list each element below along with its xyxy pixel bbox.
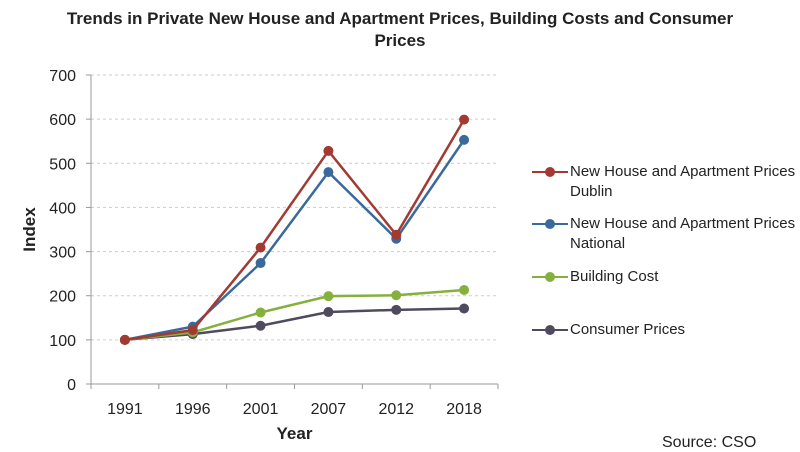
data-point [255,242,266,253]
series-line [124,307,465,342]
x-tick-label: 2018 [446,401,482,418]
legend-swatch [530,162,570,182]
y-tick-label: 100 [49,333,76,350]
data-point [459,303,470,314]
x-tick-label: 2012 [378,401,414,418]
data-point [255,320,266,331]
y-axis-label: Index [20,207,39,252]
legend-swatch [530,320,570,340]
legend-label: Consumer Prices [570,321,686,338]
x-tick-label: 1996 [175,401,211,418]
series-line [124,118,466,342]
x-axis-label: Year [277,424,313,443]
data-point [255,258,266,269]
y-tick-label: 0 [67,377,76,394]
data-point [255,307,266,318]
legend-swatch [530,214,570,234]
data-point [459,284,470,295]
y-tick-label: 400 [49,200,76,217]
y-tick-label: 600 [49,112,76,129]
data-point [323,167,334,178]
x-tick-label: 1991 [107,401,143,418]
data-point [391,304,402,315]
data-point [323,145,334,156]
legend-item: New House and Apartment Prices Dublin [530,162,800,202]
y-tick-label: 300 [49,245,76,262]
data-point [459,114,470,125]
data-point [119,334,130,345]
legend-item: Consumer Prices [530,320,685,340]
data-point [459,134,470,145]
data-point [391,290,402,301]
legend-label: New House and Apartment Prices Dublin [570,163,796,200]
series-line [124,139,466,342]
series-line [124,288,465,342]
x-tick-label: 2007 [311,401,347,418]
y-tick-label: 700 [49,68,76,85]
legend-label: Building Cost [570,268,659,285]
legend-item: New House and Apartment Prices National [530,214,800,254]
legend-item: Building Cost [530,267,658,287]
data-point [323,307,334,318]
legend-swatch [530,267,570,287]
y-tick-label: 500 [49,156,76,173]
data-point [391,229,402,240]
y-tick-label: 200 [49,289,76,306]
legend-label: New House and Apartment Prices National [570,215,796,252]
chart-title: Trends in Private New House and Apartmen… [66,9,734,50]
source-note: Source: CSO [662,434,757,451]
data-point [323,291,334,302]
x-tick-label: 2001 [243,401,279,418]
data-point [187,325,198,336]
